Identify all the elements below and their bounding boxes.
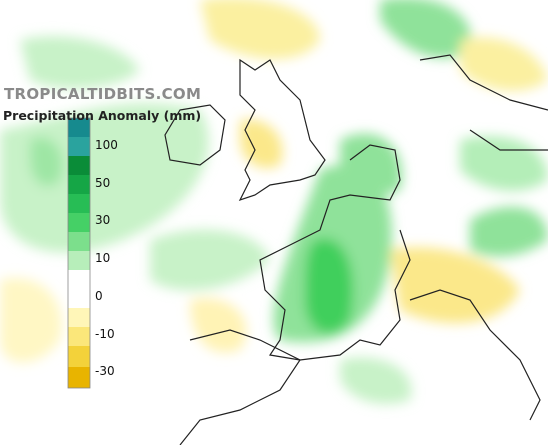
colorbar bbox=[67, 117, 91, 389]
legend-tick-label: 30 bbox=[95, 213, 111, 228]
colorbar-segment bbox=[68, 367, 90, 388]
colorbar-segment bbox=[68, 327, 90, 346]
colorbar-segment bbox=[68, 308, 90, 327]
colorbar-segment bbox=[68, 213, 90, 232]
colorbar-segment bbox=[68, 232, 90, 251]
colorbar-segment bbox=[68, 156, 90, 175]
legend-tick-label: -30 bbox=[95, 364, 115, 379]
coastlines bbox=[164, 54, 548, 445]
legend-tick-label: 10 bbox=[95, 251, 111, 266]
colorbar-segment bbox=[68, 118, 90, 137]
colorbar-segment bbox=[68, 251, 90, 270]
legend-tick-label: 100 bbox=[95, 138, 118, 152]
colorbar-segment bbox=[68, 270, 90, 308]
colorbar-segment bbox=[68, 137, 90, 156]
legend-tick-label: -10 bbox=[95, 326, 115, 341]
colorbar-segment bbox=[68, 194, 90, 213]
watermark: TROPICALTIDBITS.COM bbox=[4, 85, 202, 103]
legend-title: Precipitation Anomaly (mm) bbox=[3, 108, 202, 123]
legend-tick-label: 0 bbox=[95, 288, 103, 303]
legend-tick-label: 50 bbox=[95, 175, 111, 190]
colorbar-segment bbox=[68, 175, 90, 194]
colorbar-frame bbox=[67, 117, 91, 389]
colorbar-segment bbox=[68, 346, 90, 367]
